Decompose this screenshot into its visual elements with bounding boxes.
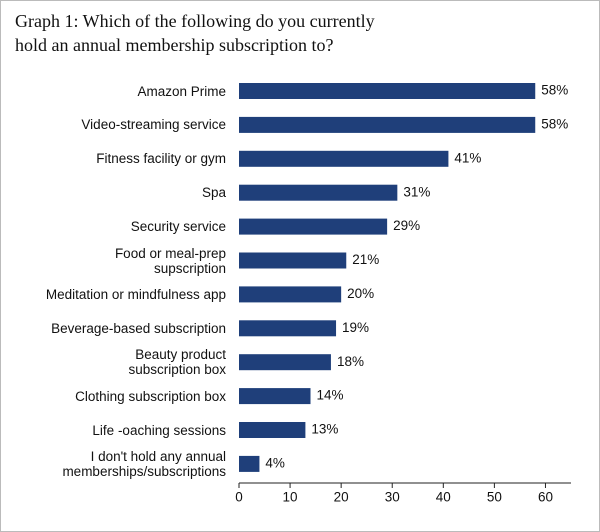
y-tick-label: Meditation or mindfulness app — [45, 286, 226, 302]
bar — [239, 455, 260, 472]
y-tick-label: Amazon Prime — [137, 83, 226, 99]
x-tick-label: 60 — [538, 490, 553, 505]
x-tick-label: 50 — [487, 490, 502, 505]
y-tick-label: Food or meal-prep supscription — [114, 245, 226, 276]
value-label: 14% — [317, 388, 344, 403]
value-label: 58% — [541, 83, 568, 98]
y-tick-label: Beauty product subscription box — [128, 347, 226, 378]
y-tick-label: I don't hold any annual memberships/subs… — [62, 448, 226, 479]
value-label: 13% — [311, 422, 338, 437]
y-tick-label: Beverage-based subscription — [51, 320, 226, 336]
y-tick-label: Security service — [130, 219, 226, 235]
bar — [239, 184, 398, 201]
value-label: 18% — [337, 354, 364, 369]
y-tick-label: Video-streaming service — [81, 117, 226, 133]
value-label: 41% — [454, 150, 481, 165]
value-label: 58% — [541, 116, 568, 131]
value-label: 19% — [342, 320, 369, 335]
x-tick-label: 30 — [385, 490, 400, 505]
value-label: 31% — [403, 184, 430, 199]
x-tick-label: 40 — [436, 490, 451, 505]
bar — [239, 83, 536, 99]
value-label: 29% — [393, 218, 420, 233]
y-tick-label: Fitness facility or gym — [96, 151, 226, 167]
bar — [239, 252, 347, 269]
bar — [239, 320, 337, 337]
x-tick-label: 10 — [283, 490, 298, 505]
value-label: 20% — [347, 286, 374, 301]
value-label: 21% — [352, 252, 379, 267]
bar — [239, 218, 388, 235]
bar — [239, 354, 331, 371]
bar — [239, 116, 536, 133]
y-tick-label: Spa — [201, 185, 226, 201]
value-label: 4% — [265, 455, 285, 470]
x-tick-label: 0 — [235, 490, 243, 505]
y-tick-label: Clothing subscription box — [75, 388, 226, 404]
bar — [239, 422, 306, 438]
bar — [239, 286, 342, 303]
x-tick-label: 20 — [334, 490, 349, 505]
bar — [239, 388, 311, 405]
bar — [239, 150, 449, 167]
chart-title: Graph 1: Which of the following do you c… — [15, 11, 375, 55]
y-tick-label: Life -oaching sessions — [92, 422, 226, 438]
